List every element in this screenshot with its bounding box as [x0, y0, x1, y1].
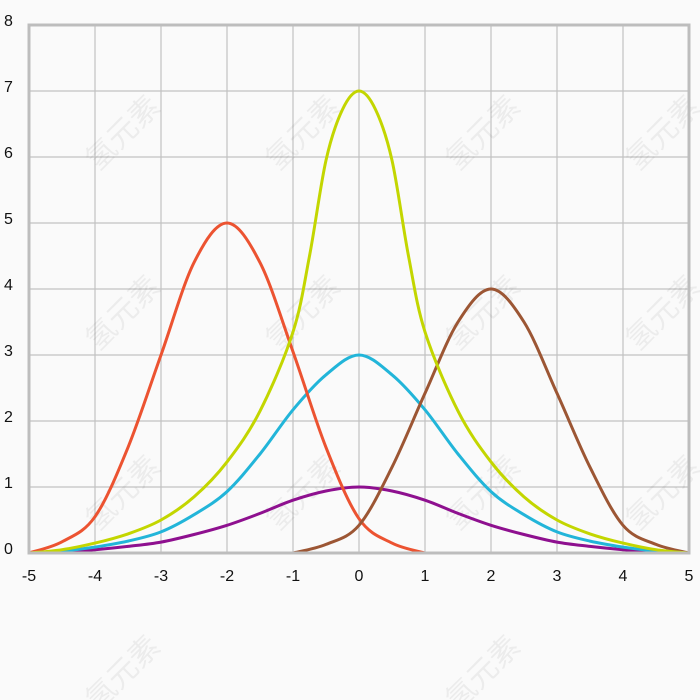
x-tick-label: 0 [355, 568, 364, 585]
watermark-text: 氢元素 [259, 449, 347, 537]
x-tick-label: 4 [619, 568, 628, 585]
watermark-text: 氢元素 [79, 269, 167, 357]
x-tick-label: -4 [88, 568, 102, 585]
brown-curve [291, 287, 691, 555]
y-tick-label: 8 [4, 13, 13, 30]
yellow-green-curve [27, 89, 691, 555]
x-tick-label: 1 [421, 568, 430, 585]
y-tick-label: 3 [4, 343, 13, 360]
y-tick-label: 7 [4, 79, 13, 96]
plot-series [27, 89, 691, 555]
purple-curve [27, 485, 691, 555]
plot-frame [27, 23, 691, 555]
red-curve [27, 221, 427, 555]
watermark-text: 氢元素 [79, 629, 167, 700]
x-axis-ticks: -5 -4 -3 -2 -1 0 1 2 3 4 5 [22, 568, 694, 585]
watermark-text: 氢元素 [439, 629, 527, 700]
y-tick-label: 0 [4, 541, 13, 558]
y-tick-label: 2 [4, 409, 13, 426]
cyan-curve [27, 353, 691, 555]
y-axis-ticks: 0 1 2 3 4 5 6 7 8 [4, 13, 13, 558]
watermark-text: 氢元素 [79, 89, 167, 177]
y-tick-label: 1 [4, 475, 13, 492]
watermark-text: 氢元素 [439, 269, 527, 357]
y-tick-label: 4 [4, 277, 13, 294]
watermark-layer: 氢元素 氢元素 氢元素 氢元素氢元素 氢元素 氢元素 氢元素氢元素 氢元素 氢元素 氢元素氢元素氢… [79, 89, 700, 700]
x-tick-label: -3 [154, 568, 168, 585]
y-tick-label: 6 [4, 145, 13, 162]
x-tick-label: -2 [220, 568, 234, 585]
x-tick-label: 3 [553, 568, 562, 585]
x-tick-label: -5 [22, 568, 36, 585]
x-tick-label: -1 [286, 568, 300, 585]
watermark-text: 氢元素 [439, 89, 527, 177]
x-tick-label: 2 [487, 568, 496, 585]
x-tick-label: 5 [685, 568, 694, 585]
y-tick-label: 5 [4, 211, 13, 228]
